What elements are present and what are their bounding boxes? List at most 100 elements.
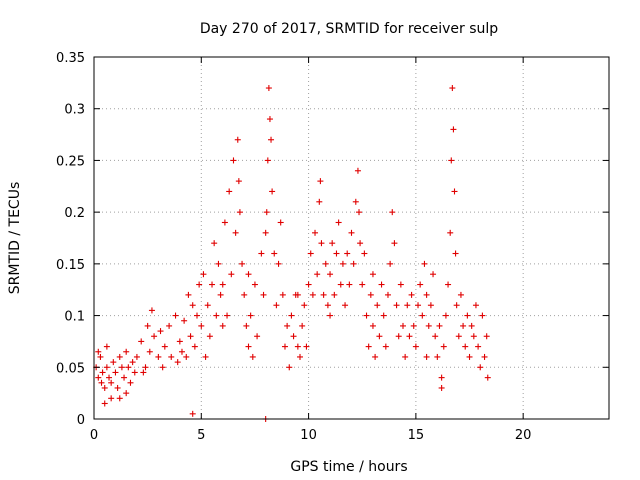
y-tick-label: 0.25 [56, 154, 85, 169]
data-point [155, 353, 162, 360]
data-point [161, 343, 168, 350]
data-point [114, 384, 121, 391]
plot-frame [93, 56, 610, 420]
data-point [168, 353, 175, 360]
data-point [346, 281, 353, 288]
data-point [389, 209, 396, 216]
data-point [448, 157, 455, 164]
data-point [251, 281, 258, 288]
data-point [297, 353, 303, 360]
data-point [123, 348, 130, 355]
data-point [470, 333, 477, 340]
data-point [442, 312, 449, 319]
data-point [357, 240, 364, 247]
data-point [391, 240, 398, 247]
data-point [438, 374, 445, 381]
data-point [417, 281, 424, 288]
data-point [327, 312, 334, 319]
data-point [245, 271, 252, 278]
data-point [481, 353, 488, 360]
data-point [452, 250, 459, 257]
data-point [320, 291, 327, 298]
data-point [303, 343, 310, 350]
data-point [268, 136, 275, 143]
data-point [483, 333, 490, 340]
data-point [273, 302, 280, 309]
data-point [382, 343, 389, 350]
data-point [230, 157, 237, 164]
data-point [144, 322, 151, 329]
data-point [324, 302, 331, 309]
data-point [372, 353, 379, 360]
data-point [331, 291, 338, 298]
data-point [189, 410, 196, 417]
data-point [116, 395, 123, 402]
y-tick-label: 0.3 [64, 103, 85, 118]
data-point [174, 359, 181, 366]
data-point [159, 364, 166, 371]
data-point [243, 322, 250, 329]
data-point [369, 271, 376, 278]
data-point [421, 260, 428, 267]
data-point [133, 353, 140, 360]
data-point [112, 369, 119, 376]
data-point [95, 374, 102, 381]
data-point [423, 353, 430, 360]
data-point [172, 312, 179, 319]
data-point [194, 312, 200, 319]
data-point [266, 116, 273, 123]
data-point [376, 333, 383, 340]
data-point [196, 281, 203, 288]
data-point [288, 312, 295, 319]
data-point [108, 395, 115, 402]
data-point [415, 302, 422, 309]
data-point [434, 353, 441, 360]
data-point [453, 302, 460, 309]
data-point [245, 343, 252, 350]
data-point [279, 291, 286, 298]
data-point [239, 260, 246, 267]
data-point [264, 157, 271, 164]
data-point [286, 364, 293, 371]
data-point [378, 281, 385, 288]
data-point [129, 359, 136, 366]
data-point [468, 322, 475, 329]
data-point [181, 317, 188, 324]
data-point [460, 322, 467, 329]
data-point [299, 322, 306, 329]
data-point [260, 291, 267, 298]
data-point [294, 343, 301, 350]
data-point [404, 302, 411, 309]
data-point [335, 219, 342, 226]
data-point [408, 291, 415, 298]
y-axis-label: SRMTID / TECUs [7, 182, 23, 295]
data-point [127, 379, 134, 386]
data-point [125, 364, 132, 371]
data-point [146, 348, 153, 355]
data-point [352, 198, 359, 205]
data-point [432, 333, 439, 340]
data-point [254, 333, 261, 340]
data-point [221, 219, 228, 226]
data-point [475, 343, 482, 350]
data-point [262, 229, 269, 236]
data-point [151, 333, 158, 340]
data-point [202, 353, 209, 360]
data-point [235, 178, 242, 185]
data-point [142, 364, 149, 371]
data-point [271, 250, 278, 257]
data-point [217, 291, 224, 298]
data-point [384, 291, 391, 298]
axis-ticks [93, 56, 609, 420]
data-point [367, 291, 374, 298]
y-tick-labels: 0 0.05 0.1 0.15 0.2 0.25 0.3 0.35 [56, 51, 85, 428]
data-point [464, 312, 471, 319]
data-point [275, 260, 282, 267]
data-point [176, 338, 183, 345]
data-point [307, 250, 314, 257]
data-point [350, 260, 357, 267]
data-point [450, 126, 457, 133]
data-point [131, 369, 138, 376]
data-point [472, 302, 479, 309]
